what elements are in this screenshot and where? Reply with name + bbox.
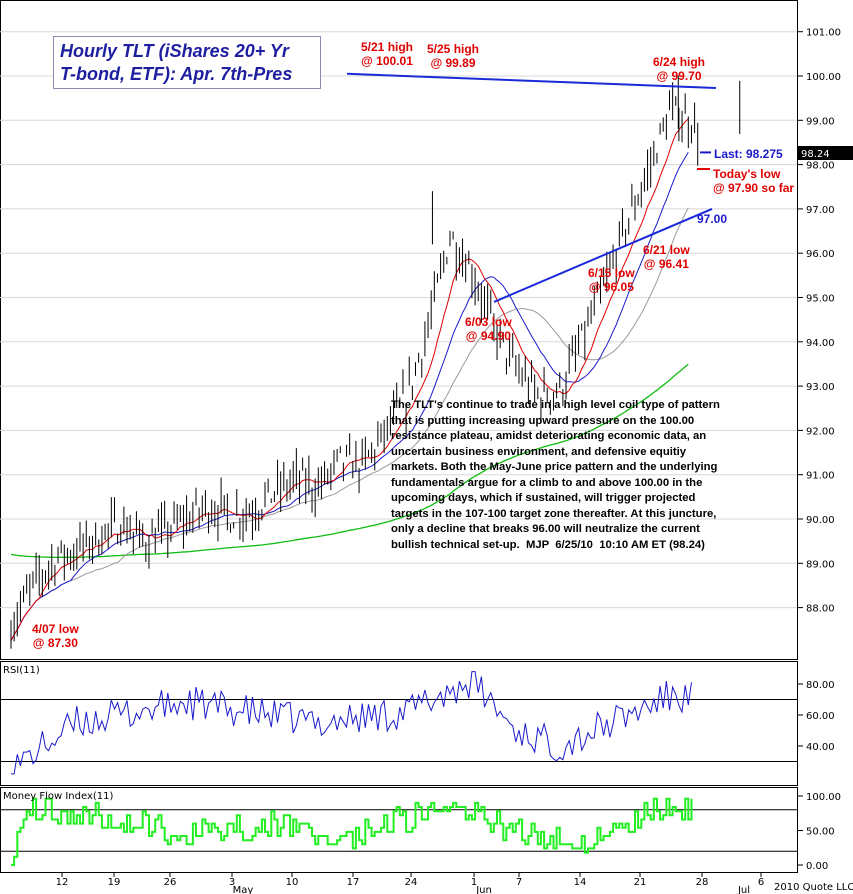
chart-title: Hourly TLT (iShares 20+ Yr T-bond, ETF):… <box>60 41 293 84</box>
red-moving-average <box>10 118 689 642</box>
annotation-level-97: 97.00 <box>697 212 728 226</box>
mfi-label: Money Flow Index(11) <box>3 791 113 802</box>
price-tick-label: 100.00 <box>806 72 841 83</box>
month-label: Jul <box>737 885 750 894</box>
trendlines <box>346 72 717 303</box>
copyright: 2010 Quote LLC <box>774 882 853 893</box>
rsi-indicator: 80.00 60.00 40.00 <box>0 671 835 775</box>
chart-title-box: Hourly TLT (iShares 20+ Yr T-bond, ETF):… <box>53 36 321 89</box>
level-markers <box>697 151 711 171</box>
date-tick-label: 12 <box>56 877 69 888</box>
rsi-tick-label: 80.00 <box>806 680 835 691</box>
date-tick-label: 1 <box>471 877 477 888</box>
mfi-tick-label: 50.00 <box>806 827 835 838</box>
date-tick-label: 26 <box>164 877 177 888</box>
annotation-high-525: 5/25 high @ 99.89 <box>427 42 480 70</box>
price-tick-label: 90.00 <box>806 515 835 526</box>
price-tick-label: 99.00 <box>806 116 835 127</box>
price-tick-label: 95.00 <box>806 294 835 305</box>
blue-ma-line <box>10 151 689 642</box>
price-bars <box>10 75 741 649</box>
resistance-trendline <box>346 72 717 89</box>
price-tick-label: 91.00 <box>806 471 835 482</box>
price-tick-label: 88.00 <box>806 604 835 615</box>
annotation-low-615: 6/15 low @ 96.05 <box>588 266 635 294</box>
annotation-last: Last: 98.275 <box>714 147 783 161</box>
green-moving-average <box>10 363 689 559</box>
mfi-tick-label: 100.00 <box>806 792 841 803</box>
mfi-indicator: 100.00 50.00 0.00 <box>0 792 841 872</box>
commentary-text: The TLT's continue to trade in a high le… <box>391 399 720 551</box>
support-trendline <box>493 207 713 303</box>
annotation-high-624: 6/24 high @ 99.70 <box>653 55 706 83</box>
date-tick-label: 24 <box>405 877 418 888</box>
last-price-box-text: 98.24 <box>801 149 830 160</box>
price-tick-label: 93.00 <box>806 382 835 393</box>
rsi-line <box>11 671 692 775</box>
date-tick-label: 6 <box>758 877 764 888</box>
blue-moving-average <box>10 151 689 642</box>
annotation-low-621: 6/21 low @ 96.41 <box>643 243 690 271</box>
price-tick-label: 98.00 <box>806 161 835 172</box>
green-ma-line <box>10 363 689 559</box>
price-panel-frame <box>0 0 798 660</box>
mfi-tick-label: 0.00 <box>806 861 828 872</box>
annotation-high-521: 5/21 high @ 100.01 <box>361 40 414 68</box>
date-tick-label: 28 <box>696 877 709 888</box>
price-tick-label: 94.00 <box>806 338 835 349</box>
date-tick-label: 21 <box>634 877 647 888</box>
rsi-tick-label: 60.00 <box>806 711 835 722</box>
month-label: Jun <box>475 885 492 894</box>
month-label: May <box>233 885 254 894</box>
price-tick-label: 92.00 <box>806 426 835 437</box>
date-tick-label: 17 <box>347 877 360 888</box>
date-tick-label: 10 <box>286 877 299 888</box>
price-tick-label: 101.00 <box>806 28 841 39</box>
date-tick-label: 14 <box>574 877 587 888</box>
rsi-tick-label: 40.00 <box>806 742 835 753</box>
annotation-low-407: 4/07 low @ 87.30 <box>32 622 79 650</box>
price-tick-label: 89.00 <box>806 559 835 570</box>
date-tick-label: 3 <box>229 877 235 888</box>
mfi-panel-frame <box>0 787 798 873</box>
mfi-line <box>11 797 693 866</box>
price-tick-label: 97.00 <box>806 205 835 216</box>
date-tick-label: 7 <box>516 877 522 888</box>
price-axis: 101.00 100.00 99.00 98.00 97.00 96.00 95.00 94.… <box>797 28 841 615</box>
annotation-low-603: 6/03 low @ 94.90 <box>465 315 512 343</box>
red-ma-line <box>10 118 689 642</box>
date-tick-label: 19 <box>108 877 121 888</box>
last-price-box <box>798 146 853 160</box>
rsi-label: RSI(11) <box>3 665 40 676</box>
price-tick-label: 96.00 <box>806 249 835 260</box>
rsi-panel-frame <box>0 661 798 786</box>
annotation-todays-low: Today's low @ 97.90 so far <box>713 167 795 195</box>
